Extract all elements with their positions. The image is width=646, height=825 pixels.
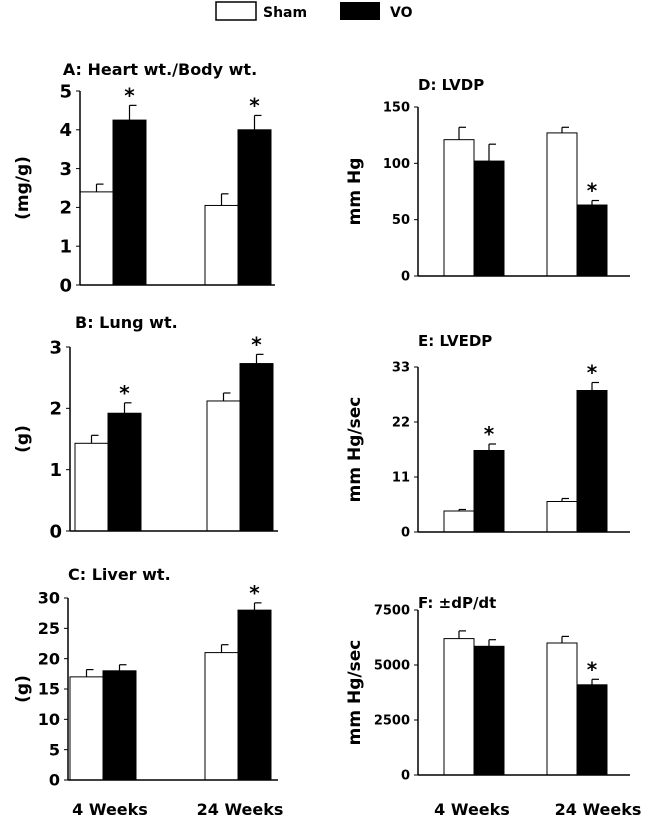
y-tick-label: 150: [383, 101, 410, 116]
y-tick-label: 4: [59, 120, 72, 141]
x-label-right-4wk: 4 Weeks: [434, 800, 510, 819]
bar-sham: [546, 501, 578, 533]
y-tick-label: 7500: [374, 604, 410, 619]
bar-sham: [74, 442, 109, 532]
y-axis-label: mm Hg/sec: [345, 397, 365, 503]
significance-asterisk: *: [587, 361, 598, 385]
bar-vo: [237, 129, 272, 286]
y-tick-label: 0: [401, 270, 410, 285]
bar-vo: [576, 204, 608, 277]
y-tick-label: 0: [49, 521, 62, 542]
bar-sham: [443, 638, 475, 776]
y-tick-label: 10: [38, 710, 60, 729]
y-tick-label: 3: [59, 159, 72, 180]
significance-asterisk: *: [124, 83, 135, 107]
panel-d: D: LVDP mm Hg * 0 50 100 150: [345, 76, 630, 285]
y-tick-label: 33: [392, 361, 410, 376]
bar-sham: [204, 204, 239, 286]
y-axis-label: mm Hg/sec: [345, 640, 365, 746]
bar-vo: [473, 160, 505, 277]
bar-vo: [102, 670, 137, 781]
significance-asterisk: *: [587, 657, 598, 681]
significance-asterisk: *: [587, 179, 598, 203]
significance-asterisk: *: [251, 332, 262, 356]
bar-vo: [112, 119, 147, 286]
legend-label-vo: VO: [390, 5, 413, 21]
bar-vo: [473, 450, 505, 533]
significance-asterisk: *: [119, 381, 130, 405]
y-tick-label: 100: [383, 157, 410, 172]
y-tick-label: 50: [392, 213, 410, 228]
panel-title: D: LVDP: [418, 76, 484, 94]
bar-sham: [443, 510, 475, 533]
panel-title: C: Liver wt.: [68, 565, 171, 584]
legend-label-sham: Sham: [263, 5, 307, 21]
bar-sham: [69, 676, 104, 781]
legend: Sham VO: [215, 1, 413, 21]
bar-sham: [443, 139, 475, 277]
y-tick-label: 1: [59, 237, 72, 258]
y-tick-label: 22: [392, 416, 410, 431]
panel-title: A: Heart wt./Body wt.: [63, 60, 257, 79]
y-tick-label: 5: [59, 81, 72, 102]
panel-f: F: ±dP/dt mm Hg/sec * 0 2500 5000 7500: [345, 594, 630, 784]
x-label-left-4wk: 4 Weeks: [72, 800, 148, 819]
bar-sham: [206, 400, 241, 532]
y-tick-label: 0: [401, 769, 410, 784]
y-tick-label: 0: [49, 771, 60, 790]
y-tick-label: 2: [49, 399, 62, 420]
y-tick-label: 0: [59, 275, 72, 296]
legend-swatch-vo: [340, 2, 380, 20]
y-tick-label: 30: [38, 589, 60, 608]
panel-b: B: Lung wt. (g) * * 0 1 2 3: [13, 313, 278, 542]
x-label-left-24wk: 24 Weeks: [197, 800, 284, 819]
significance-asterisk: *: [249, 581, 260, 605]
legend-swatch-sham: [215, 1, 257, 21]
y-tick-label: 5: [49, 740, 60, 759]
bar-sham: [204, 652, 239, 781]
bar-vo: [237, 609, 272, 781]
y-tick-label: 15: [38, 680, 60, 699]
y-tick-label: 11: [392, 471, 410, 486]
bar-vo: [576, 390, 608, 533]
significance-asterisk: *: [484, 422, 495, 446]
bar-vo: [473, 645, 505, 776]
bar-vo: [576, 684, 608, 776]
significance-asterisk: *: [249, 93, 260, 117]
bar-vo: [239, 363, 274, 532]
panel-c: C: Liver wt. (g) * 0 5 10 15 20 25 30: [13, 565, 278, 790]
bar-sham: [79, 191, 114, 286]
y-axis-label: (g): [13, 425, 33, 453]
x-label-right-24wk: 24 Weeks: [555, 800, 642, 819]
panel-title: F: ±dP/dt: [418, 594, 496, 612]
y-axis-label: (g): [13, 675, 33, 703]
y-tick-label: 2500: [374, 714, 410, 729]
bar-vo: [107, 412, 142, 532]
y-axis-label: (mg/g): [13, 156, 33, 220]
y-tick-label: 3: [49, 337, 62, 358]
panel-e: E: LVEDP mm Hg/sec * * 0 11 22 33: [345, 332, 630, 541]
bar-sham: [546, 132, 578, 277]
y-tick-label: 25: [38, 619, 60, 638]
y-tick-label: 20: [38, 649, 60, 668]
y-tick-label: 5000: [374, 659, 410, 674]
y-tick-label: 0: [401, 526, 410, 541]
panel-title: E: LVEDP: [418, 332, 492, 350]
panel-a: A: Heart wt./Body wt. (mg/g) * * 0 1 2 3 4 5: [13, 60, 275, 296]
y-tick-label: 1: [49, 460, 62, 481]
y-axis-label: mm Hg: [345, 158, 365, 226]
bar-sham: [546, 642, 578, 776]
y-tick-label: 2: [59, 198, 72, 219]
panel-title: B: Lung wt.: [75, 313, 178, 332]
